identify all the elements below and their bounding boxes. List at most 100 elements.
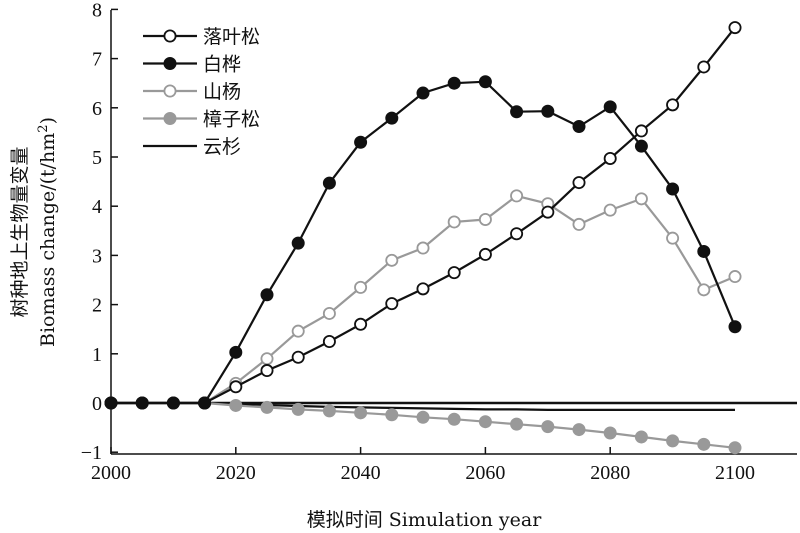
data-point bbox=[447, 266, 461, 280]
data-point bbox=[229, 345, 243, 359]
data-point bbox=[447, 412, 461, 426]
x-tick-label: 2100 bbox=[715, 462, 755, 484]
series-3 bbox=[104, 189, 742, 410]
data-point bbox=[697, 283, 711, 297]
data-point bbox=[229, 398, 243, 412]
data-point bbox=[728, 270, 742, 284]
data-point bbox=[322, 176, 336, 190]
data-point bbox=[510, 189, 524, 203]
y-tick-label: 8 bbox=[92, 0, 102, 21]
series-line bbox=[111, 194, 736, 405]
data-point bbox=[478, 415, 492, 429]
data-point bbox=[104, 396, 118, 410]
data-point bbox=[728, 320, 742, 334]
data-point bbox=[666, 182, 680, 196]
legend-marker bbox=[163, 29, 177, 43]
y-tick-label: 6 bbox=[92, 98, 102, 120]
legend-label: 樟子松 bbox=[203, 109, 260, 131]
data-point bbox=[447, 215, 461, 229]
data-point bbox=[634, 192, 648, 206]
x-axis-title: 模拟时间 Simulation year bbox=[307, 509, 543, 531]
x-tick-label: 2040 bbox=[341, 462, 381, 484]
data-point bbox=[260, 288, 274, 302]
y-tick-label: 4 bbox=[92, 196, 102, 218]
data-point bbox=[634, 139, 648, 153]
data-point bbox=[728, 441, 742, 455]
data-point bbox=[135, 396, 149, 410]
series-1 bbox=[104, 21, 742, 410]
y-axis-title-chinese: 树种地上生物量变量 bbox=[9, 146, 31, 317]
data-point bbox=[322, 306, 336, 320]
y-tick-label: 7 bbox=[92, 49, 102, 71]
x-tick-label: 2000 bbox=[91, 462, 131, 484]
data-point bbox=[478, 212, 492, 226]
data-point bbox=[697, 244, 711, 258]
y-tick-label: 3 bbox=[92, 245, 102, 267]
data-point bbox=[416, 86, 430, 100]
tick-marks: −1 0 1 2 3 4 5 6 7 8 2000 2020 2040 2060 2080 2100 bbox=[81, 0, 755, 484]
data-point bbox=[541, 104, 555, 118]
x-tick-label: 2080 bbox=[590, 462, 630, 484]
data-point bbox=[385, 408, 399, 422]
legend-label: 落叶松 bbox=[203, 26, 260, 48]
data-point bbox=[291, 350, 305, 364]
data-point bbox=[260, 400, 274, 414]
x-tick-label: 2060 bbox=[465, 462, 505, 484]
data-point bbox=[603, 203, 617, 217]
y-axis-title-superscript: 2 bbox=[36, 124, 51, 132]
data-point bbox=[291, 236, 305, 250]
axes bbox=[110, 10, 797, 455]
data-point bbox=[603, 100, 617, 114]
legend-label: 云杉 bbox=[203, 136, 241, 158]
data-point bbox=[198, 396, 212, 410]
y-tick-label: 5 bbox=[92, 147, 102, 169]
data-point bbox=[416, 410, 430, 424]
data-point bbox=[385, 111, 399, 125]
legend-marker bbox=[163, 112, 177, 126]
legend-marker bbox=[163, 57, 177, 71]
y-tick-label: −1 bbox=[81, 442, 102, 464]
data-point bbox=[510, 417, 524, 431]
data-point bbox=[697, 437, 711, 451]
y-axis-title-suffix: ) bbox=[37, 117, 59, 124]
data-point bbox=[354, 406, 368, 420]
data-point bbox=[541, 420, 555, 434]
data-point bbox=[322, 404, 336, 418]
data-point bbox=[666, 231, 680, 245]
data-point bbox=[634, 430, 648, 444]
data-point bbox=[666, 98, 680, 112]
data-point bbox=[354, 280, 368, 294]
data-point bbox=[291, 402, 305, 416]
data-point bbox=[541, 205, 555, 219]
data-point bbox=[634, 124, 648, 138]
legend-marker bbox=[163, 84, 177, 98]
data-point bbox=[385, 253, 399, 267]
data-point bbox=[572, 423, 586, 437]
data-point bbox=[166, 396, 180, 410]
y-tick-label: 1 bbox=[92, 344, 102, 366]
data-point bbox=[510, 227, 524, 241]
data-point bbox=[572, 217, 586, 231]
series-layer bbox=[104, 21, 742, 455]
y-tick-label: 0 bbox=[92, 393, 102, 415]
data-point bbox=[416, 282, 430, 296]
data-point bbox=[260, 364, 274, 378]
data-point bbox=[478, 75, 492, 89]
data-point bbox=[510, 105, 524, 119]
y-tick-label: 2 bbox=[92, 295, 102, 317]
data-point bbox=[229, 380, 243, 394]
data-point bbox=[447, 76, 461, 90]
data-point bbox=[572, 119, 586, 133]
data-point bbox=[697, 60, 711, 74]
data-point bbox=[354, 135, 368, 149]
data-point bbox=[603, 426, 617, 440]
data-point bbox=[728, 21, 742, 35]
data-point bbox=[666, 434, 680, 448]
data-point bbox=[603, 151, 617, 165]
data-point bbox=[416, 241, 430, 255]
data-point bbox=[478, 247, 492, 261]
legend-label: 白桦 bbox=[203, 54, 241, 76]
x-tick-label: 2020 bbox=[216, 462, 256, 484]
